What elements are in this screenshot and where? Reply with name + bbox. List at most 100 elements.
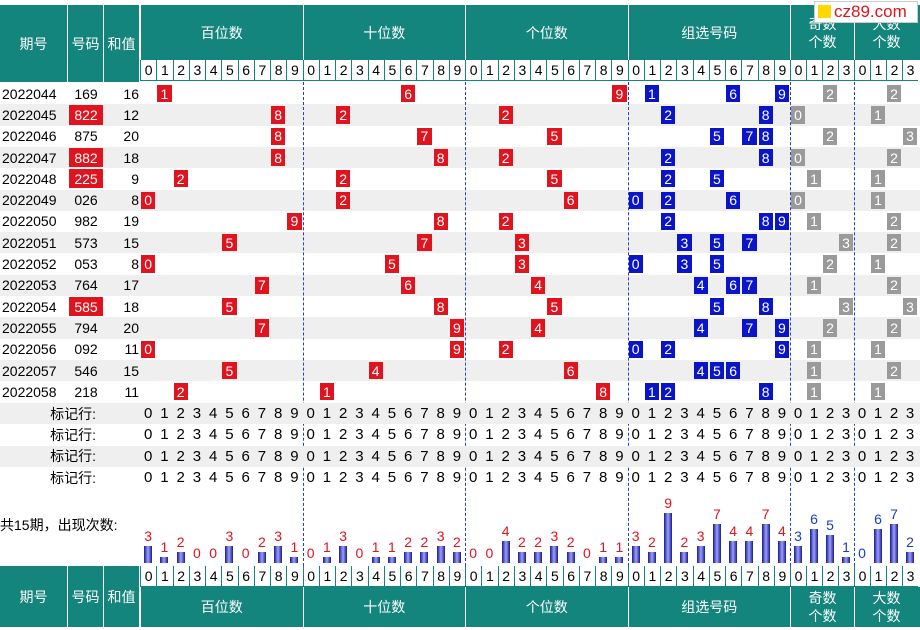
mark-box: 0 [791, 191, 805, 209]
marker-digit: 4 [371, 447, 380, 465]
count-label: 2 [176, 533, 185, 550]
marker-digit: 3 [841, 405, 851, 423]
mark-box: 2 [336, 170, 351, 188]
count-label: 3 [274, 528, 283, 545]
header-digit: 1 [318, 60, 335, 81]
footer-digit: 1 [318, 566, 335, 587]
count-label: 2 [452, 533, 461, 550]
issue: 2022047 [2, 149, 57, 166]
mark-box: 2 [661, 106, 676, 124]
mark-box: 7 [254, 319, 269, 337]
count-label: 1 [371, 539, 380, 556]
footer-digit: 9 [611, 566, 628, 587]
header-digit: 7 [253, 60, 270, 81]
marker-digit: 4 [533, 447, 543, 465]
header-digit: 0 [465, 60, 482, 81]
marker-digit: 2 [825, 405, 835, 423]
marker-digit: 3 [355, 405, 364, 423]
marker-digit: 2 [338, 426, 348, 444]
separator [302, 82, 304, 566]
mark-box: 2 [823, 127, 837, 145]
mark-box: 8 [758, 148, 773, 167]
mark-box: 2 [661, 170, 676, 188]
mark-box: 1 [807, 340, 821, 358]
marker-digit: 4 [371, 405, 380, 423]
marker-digit: 4 [533, 426, 543, 444]
mark-box: 9 [774, 340, 789, 358]
marker-digit: 8 [598, 469, 608, 487]
mark-box: 3 [839, 298, 853, 316]
marker-digit: 6 [728, 405, 738, 423]
mark-box: 8 [758, 298, 773, 316]
count-bar [777, 540, 786, 563]
marker-digit: 8 [761, 426, 770, 444]
marker-digit: 9 [777, 447, 787, 465]
marker-digit: 0 [143, 469, 153, 487]
marker-digit: 4 [696, 426, 705, 444]
number: 092 [74, 341, 98, 358]
number: 982 [74, 213, 98, 230]
sum: 20 [123, 319, 139, 336]
footer-digit: 2 [335, 566, 352, 587]
header-group: 百位数 [140, 5, 303, 60]
mark-box: 1 [319, 383, 334, 401]
count-label: 6 [874, 511, 882, 528]
marker-digit: 9 [777, 469, 787, 487]
marker-digit: 6 [241, 405, 250, 423]
marker-digit: 2 [889, 469, 899, 487]
marker-digit: 5 [712, 405, 722, 423]
mark-box: 3 [514, 255, 529, 273]
mark-box: 2 [661, 191, 676, 209]
count-label: 2 [404, 533, 413, 550]
separator [627, 82, 629, 566]
marker-digit: 3 [905, 426, 915, 444]
marker-digit: 1 [485, 426, 494, 444]
count-label: 4 [777, 522, 786, 539]
issue: 2022048 [2, 170, 57, 187]
header-digit: 7 [416, 60, 433, 81]
sum: 16 [123, 85, 139, 102]
count-bar [810, 529, 818, 563]
marker-digit: 9 [615, 469, 624, 487]
mark-box: 2 [823, 85, 837, 103]
footer-digit: 8 [270, 566, 287, 587]
mark-box: 6 [563, 361, 578, 380]
marker-digit: 2 [663, 426, 673, 444]
footer-digit: 1 [481, 566, 498, 587]
marker-digit: 4 [696, 405, 705, 423]
separator [465, 82, 466, 566]
count-bar [729, 540, 738, 563]
marker-digit: 1 [485, 469, 494, 487]
marker-digit: 8 [761, 469, 770, 487]
mark-box: 5 [222, 298, 237, 316]
footer-digit: 7 [253, 566, 270, 587]
count-bar [501, 540, 510, 563]
marker-digit: 0 [793, 405, 803, 423]
marker-digit: 2 [663, 447, 673, 465]
count-label: 2 [420, 533, 429, 550]
header-digit: 1 [156, 60, 173, 81]
count-bar [761, 523, 770, 563]
mark-box: 1 [807, 170, 821, 188]
mark-box: 3 [903, 298, 917, 316]
mark-box: 4 [693, 361, 708, 380]
mark-box: 6 [726, 361, 741, 380]
count-label: 2 [906, 533, 914, 550]
marker-digit: 4 [208, 469, 218, 487]
marker-digit: 8 [761, 447, 770, 465]
header-digit: 6 [237, 60, 254, 81]
mark-box: 6 [726, 276, 741, 294]
header-group: 十位数 [302, 5, 466, 60]
marker-digit: 3 [517, 469, 527, 487]
header-digit: 2 [335, 60, 352, 81]
sum: 17 [123, 277, 139, 294]
marker-digit: 2 [501, 426, 510, 444]
row-bg [0, 189, 920, 211]
count-bar [680, 551, 689, 563]
number: 026 [74, 192, 98, 209]
footer-digit: 4 [692, 566, 709, 587]
footer-digit: 4 [205, 566, 222, 587]
sum: 15 [123, 234, 139, 251]
header-digit: 6 [400, 60, 417, 81]
